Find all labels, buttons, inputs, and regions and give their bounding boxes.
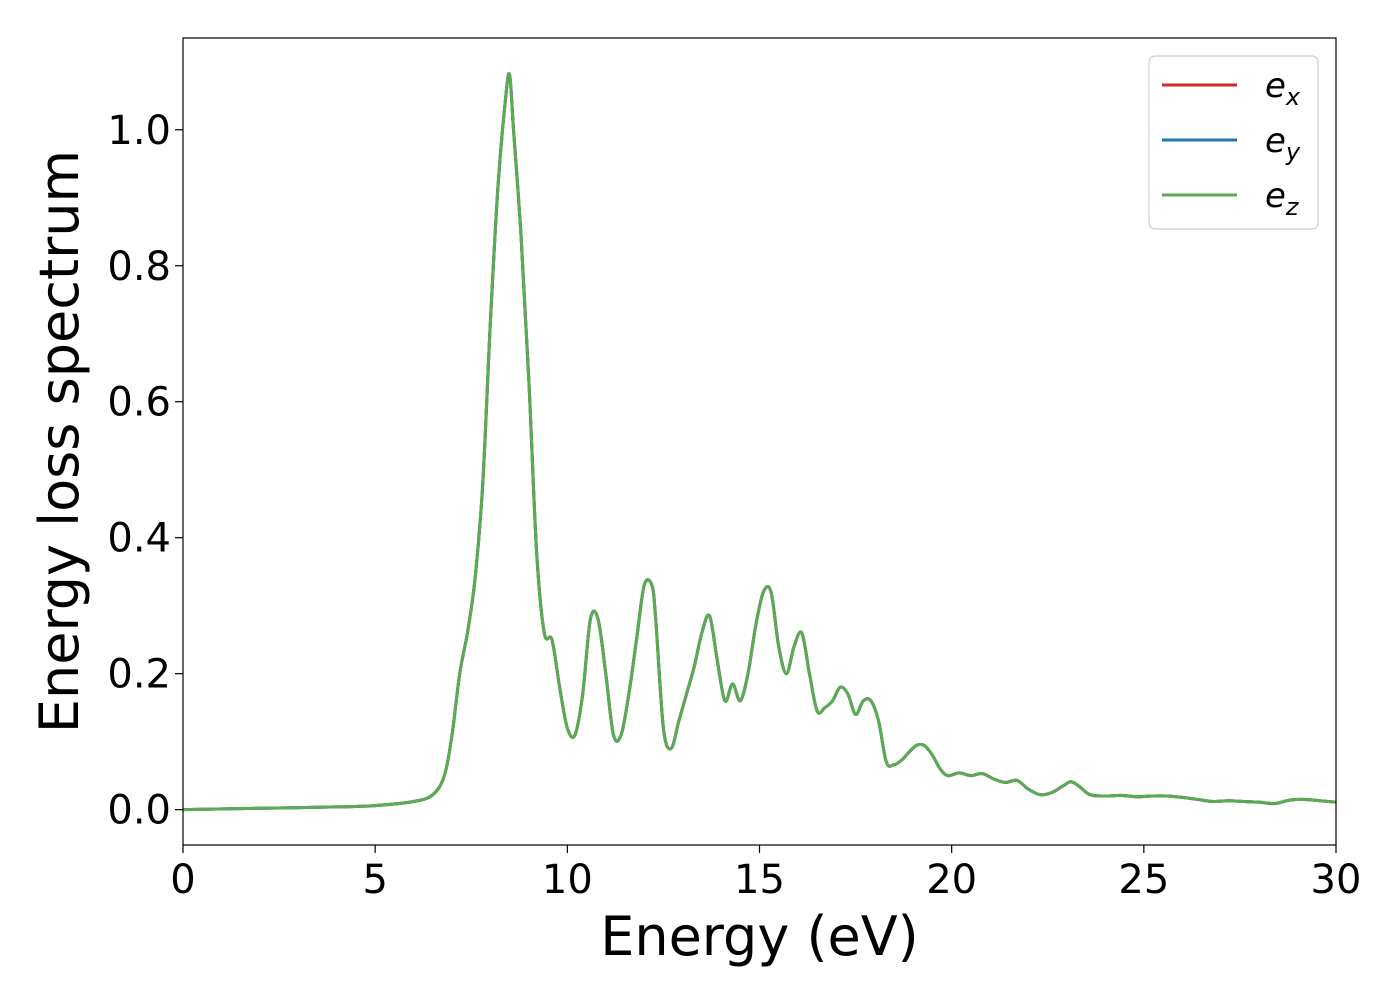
legend-label-z: ez xyxy=(1265,176,1300,221)
y-axis: 0.0 0.2 0.4 0.6 0.8 1.0 xyxy=(107,108,183,834)
series-line-z xyxy=(183,72,1336,812)
x-tick-label: 0 xyxy=(170,857,195,903)
legend-frame xyxy=(1148,55,1319,230)
legend-label-y: ey xyxy=(1265,121,1301,166)
x-tick-label: 10 xyxy=(542,857,593,903)
y-tick-label: 0.0 xyxy=(107,788,171,834)
x-axis-title: Energy (eV) xyxy=(600,905,919,968)
legend: ex ey ez xyxy=(1148,55,1319,230)
y-tick-label: 0.8 xyxy=(107,244,171,290)
y-axis-title: Energy loss spectrum xyxy=(28,150,91,733)
y-tick-label: 1.0 xyxy=(107,108,171,154)
legend-label-x: ex xyxy=(1265,66,1301,111)
y-tick-label: 0.4 xyxy=(107,516,171,562)
y-tick-label: 0.6 xyxy=(107,380,171,426)
plot-area xyxy=(183,72,1336,812)
x-tick-label: 30 xyxy=(1311,857,1362,903)
y-tick-label: 0.2 xyxy=(107,652,171,698)
x-axis: 0 5 10 15 20 25 30 xyxy=(170,845,1361,903)
x-tick-label: 25 xyxy=(1118,857,1169,903)
x-tick-label: 15 xyxy=(734,857,785,903)
x-tick-label: 5 xyxy=(362,857,387,903)
x-tick-label: 20 xyxy=(926,857,977,903)
